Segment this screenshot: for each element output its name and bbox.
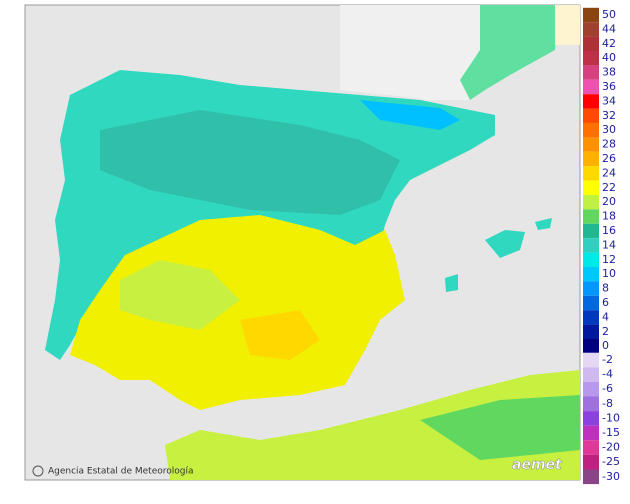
legend-label: -25 <box>602 455 620 468</box>
legend-label: -30 <box>602 470 620 483</box>
legend-swatch <box>583 425 599 441</box>
legend-swatch <box>583 166 599 181</box>
legend-swatch <box>583 209 599 224</box>
corner-land <box>555 5 580 45</box>
legend-label: 30 <box>602 123 616 136</box>
extremadura <box>120 260 240 330</box>
legend-label: 14 <box>602 238 616 251</box>
legend-swatch <box>583 79 599 95</box>
mallorca <box>485 230 525 258</box>
legend-swatch <box>583 440 599 455</box>
legend-swatch <box>583 411 599 426</box>
legend-swatch <box>583 252 599 267</box>
legend-swatch <box>583 223 599 239</box>
legend-label: 8 <box>602 282 609 295</box>
legend-swatch <box>583 195 599 210</box>
legend-swatch <box>583 137 599 152</box>
africa-green <box>420 395 580 460</box>
legend-label: -20 <box>602 441 620 454</box>
legend-label: 36 <box>602 80 616 93</box>
legend-label: 40 <box>602 51 616 64</box>
legend-swatch <box>583 310 599 325</box>
legend-label: 44 <box>602 22 616 35</box>
credit-icon <box>32 465 44 477</box>
pyrenees <box>360 100 460 130</box>
legend-label: 42 <box>602 37 616 50</box>
legend-swatch <box>583 454 599 470</box>
legend-label: 34 <box>602 94 616 107</box>
legend-swatch <box>583 94 599 109</box>
legend-label: 2 <box>602 325 609 338</box>
legend-swatch <box>583 281 599 296</box>
legend-label: -4 <box>602 368 613 381</box>
legend-label: 22 <box>602 181 616 194</box>
legend-label: 12 <box>602 253 616 266</box>
logo: aemet <box>512 457 563 473</box>
legend-label: -6 <box>602 382 613 395</box>
legend-swatch <box>583 352 599 368</box>
ibiza <box>445 274 458 292</box>
legend-label: -8 <box>602 397 613 410</box>
legend-label: 0 <box>602 339 609 352</box>
legend-label: 24 <box>602 166 616 179</box>
legend-label: 50 <box>602 8 616 21</box>
meseta-norte <box>100 110 400 215</box>
legend-swatch <box>583 339 599 354</box>
legend-label: 16 <box>602 224 616 237</box>
legend-label: -2 <box>602 353 613 366</box>
legend-swatch <box>583 367 599 382</box>
legend-swatch <box>583 469 599 485</box>
legend-label: 10 <box>602 267 616 280</box>
legend-swatch <box>583 36 599 51</box>
credit: Agencia Estatal de Meteorología <box>48 467 194 477</box>
legend-swatch <box>583 238 599 253</box>
legend-swatch <box>583 295 599 311</box>
legend-swatch <box>583 123 599 138</box>
legend-label: 4 <box>602 310 609 323</box>
legend-label: -15 <box>602 426 620 439</box>
hot-spot <box>240 310 320 360</box>
legend-label: 28 <box>602 138 616 151</box>
legend-label: 26 <box>602 152 616 165</box>
legend-swatch <box>583 381 599 397</box>
legend-swatch <box>583 108 599 123</box>
legend-label: -10 <box>602 411 620 424</box>
legend-swatch <box>583 7 599 23</box>
france-coast <box>460 5 560 100</box>
legend-swatch <box>583 396 599 412</box>
legend-swatch <box>583 151 599 167</box>
legend-swatch <box>583 65 599 80</box>
legend-label: 6 <box>602 296 609 309</box>
legend-swatch <box>583 267 599 282</box>
legend-label: 20 <box>602 195 616 208</box>
legend-swatch <box>583 51 599 66</box>
legend-swatch <box>583 180 599 195</box>
legend-label: 18 <box>602 210 616 223</box>
legend-label: 38 <box>602 66 616 79</box>
menorca <box>535 218 552 230</box>
legend-label: 32 <box>602 109 616 122</box>
legend-swatch <box>583 324 599 339</box>
legend-swatch <box>583 22 599 37</box>
legend: 5044424038363432302826242220181614121086… <box>583 7 620 485</box>
